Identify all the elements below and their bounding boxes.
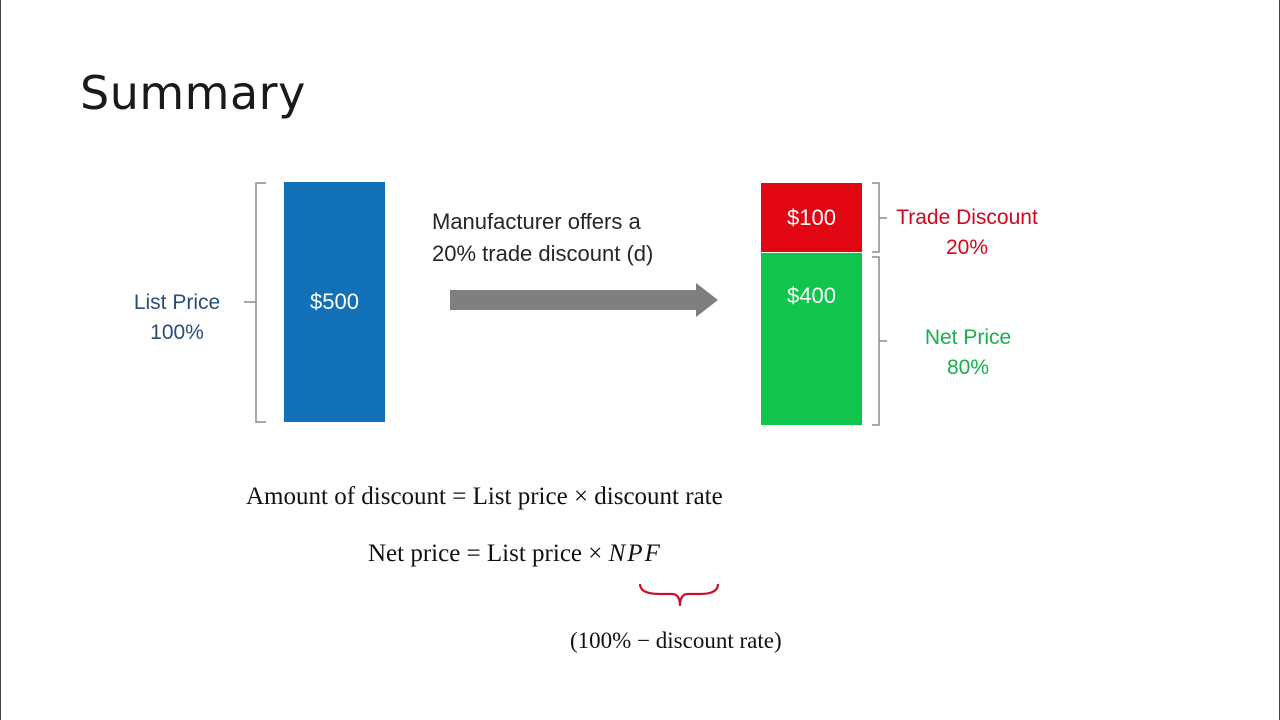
list-price-value: $500 [310, 289, 359, 314]
npf-definition: (100% − discount rate) [570, 628, 782, 653]
slide-title: Summary [80, 66, 306, 120]
arrow-right-icon [450, 283, 718, 317]
net-price-value: $400 [787, 283, 836, 308]
arrow-description-line2: 20% trade discount (d) [432, 241, 654, 266]
amount-of-discount-formula: Amount of discount = List price × discou… [246, 483, 723, 510]
npf-term: NPF [608, 540, 662, 567]
net-price-label: Net Price 80% [898, 323, 1038, 383]
trade-discount-label-name: Trade Discount [896, 206, 1038, 229]
net-price-bar: $400 [761, 253, 862, 425]
trade-discount-bar: $100 [761, 183, 862, 252]
trade-discount-label-percent: 20% [945, 236, 989, 259]
net-price-formula: Net price = List price × NPF [368, 540, 662, 568]
list-price-label-name: List Price [133, 291, 221, 314]
net-price-formula-prefix: Net price = List price × [368, 540, 609, 567]
list-price-label-percent: 100% [150, 321, 204, 344]
net-price-label-name: Net Price [924, 326, 1012, 349]
trade-discount-bracket [872, 182, 887, 253]
npf-curly-brace [638, 583, 720, 607]
arrow-description-line1: Manufacturer offers a [432, 209, 641, 234]
net-price-bracket [872, 256, 887, 426]
trade-discount-value: $100 [787, 204, 836, 230]
list-price-bar: $500 [284, 182, 385, 422]
list-price-label: List Price 100% [118, 288, 236, 348]
trade-discount-label: Trade Discount 20% [892, 203, 1042, 263]
net-price-label-percent: 80% [946, 356, 990, 379]
list-price-bracket [244, 182, 266, 423]
arrow-description: Manufacturer offers a 20% trade discount… [432, 206, 653, 270]
